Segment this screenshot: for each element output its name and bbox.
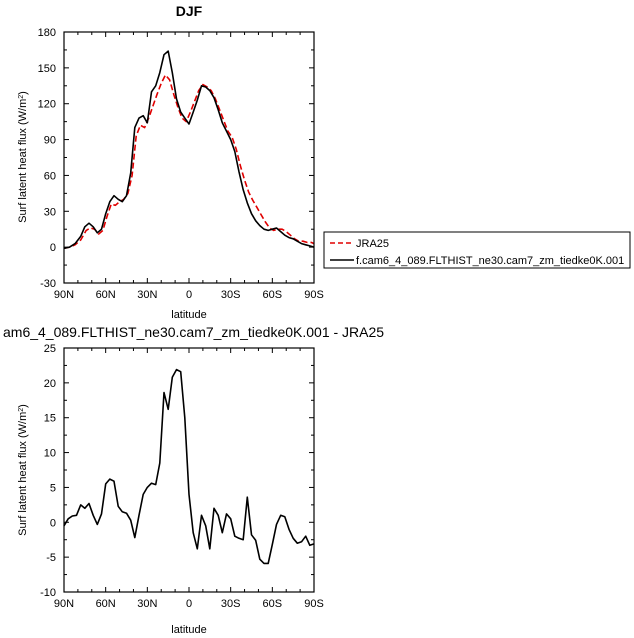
p1-y-tick-label: 0 <box>50 242 56 254</box>
p1-x-tick-label: 60N <box>96 289 116 301</box>
p1-y-tick-label: 90 <box>44 135 56 147</box>
p2-x-tick-label: 30S <box>221 598 241 610</box>
p2-x-tick-label: 60N <box>96 598 116 610</box>
legend-box <box>323 231 631 269</box>
p2-x-tick-label: 0 <box>186 598 192 610</box>
top-x-axis-label: latitude <box>171 309 206 321</box>
p1-series-line-0 <box>63 74 315 250</box>
bottom-panel: am6_4_089.FLTHIST_ne30.cam7_zm_tiedke0K.… <box>3 324 384 636</box>
p1-x-tick-label: 30N <box>137 289 157 301</box>
p2-x-tick-label: 90S <box>304 598 324 610</box>
p2-y-tick-label: -5 <box>46 552 56 564</box>
p2-y-tick-label: -10 <box>40 587 56 599</box>
p1-y-tick-label: -30 <box>40 278 56 290</box>
p1-x-tick-label: 60S <box>263 289 283 301</box>
p2-y-tick-label: 5 <box>50 482 56 494</box>
bottom-x-axis-label: latitude <box>171 624 206 636</box>
p2-x-tick-label: 30N <box>137 598 157 610</box>
top-plot-frame <box>63 31 315 284</box>
bottom-chart-title: am6_4_089.FLTHIST_ne30.cam7_zm_tiedke0K.… <box>3 324 384 340</box>
p2-y-tick-label: 0 <box>50 517 56 529</box>
p1-x-tick-label: 30S <box>221 289 241 301</box>
p2-x-tick-label: 60S <box>263 598 283 610</box>
p2-y-tick-label: 25 <box>44 343 56 355</box>
p1-x-tick-label: 90N <box>54 289 74 301</box>
legend: JRA25 f.cam6_4_089.FLTHIST_ne30.cam7_zm_… <box>323 231 631 269</box>
p2-y-tick-label: 15 <box>44 413 56 425</box>
p1-y-tick-label: 150 <box>38 63 56 75</box>
p1-y-tick-label: 120 <box>38 99 56 111</box>
bottom-plot-frame <box>63 347 315 593</box>
bottom-y-axis-label: Surf latent heat flux (W/m2) <box>17 404 29 536</box>
p1-y-tick-label: 60 <box>44 170 56 182</box>
p2-x-tick-label: 90N <box>54 598 74 610</box>
top-panel: DJF 90N 60N 30N 0 30S 60S 90S -30 0 30 60 90 120 150 1… <box>17 3 324 321</box>
p1-x-tick-label: 90S <box>304 289 324 301</box>
top-y-axis-label: Surf latent heat flux (W/m2) <box>17 91 29 223</box>
legend-label-jra25: JRA25 <box>356 238 389 250</box>
p1-y-tick-label: 30 <box>44 206 56 218</box>
top-chart-title: DJF <box>176 3 203 19</box>
legend-label-model: f.cam6_4_089.FLTHIST_ne30.cam7_zm_tiedke… <box>356 255 624 267</box>
p1-x-tick-label: 0 <box>186 289 192 301</box>
p1-series-line-1 <box>63 50 315 250</box>
p1-y-tick-label: 180 <box>38 27 56 39</box>
p2-y-tick-label: 20 <box>44 378 56 390</box>
p2-y-tick-label: 10 <box>44 448 56 460</box>
p2-series-line-0 <box>63 368 315 565</box>
